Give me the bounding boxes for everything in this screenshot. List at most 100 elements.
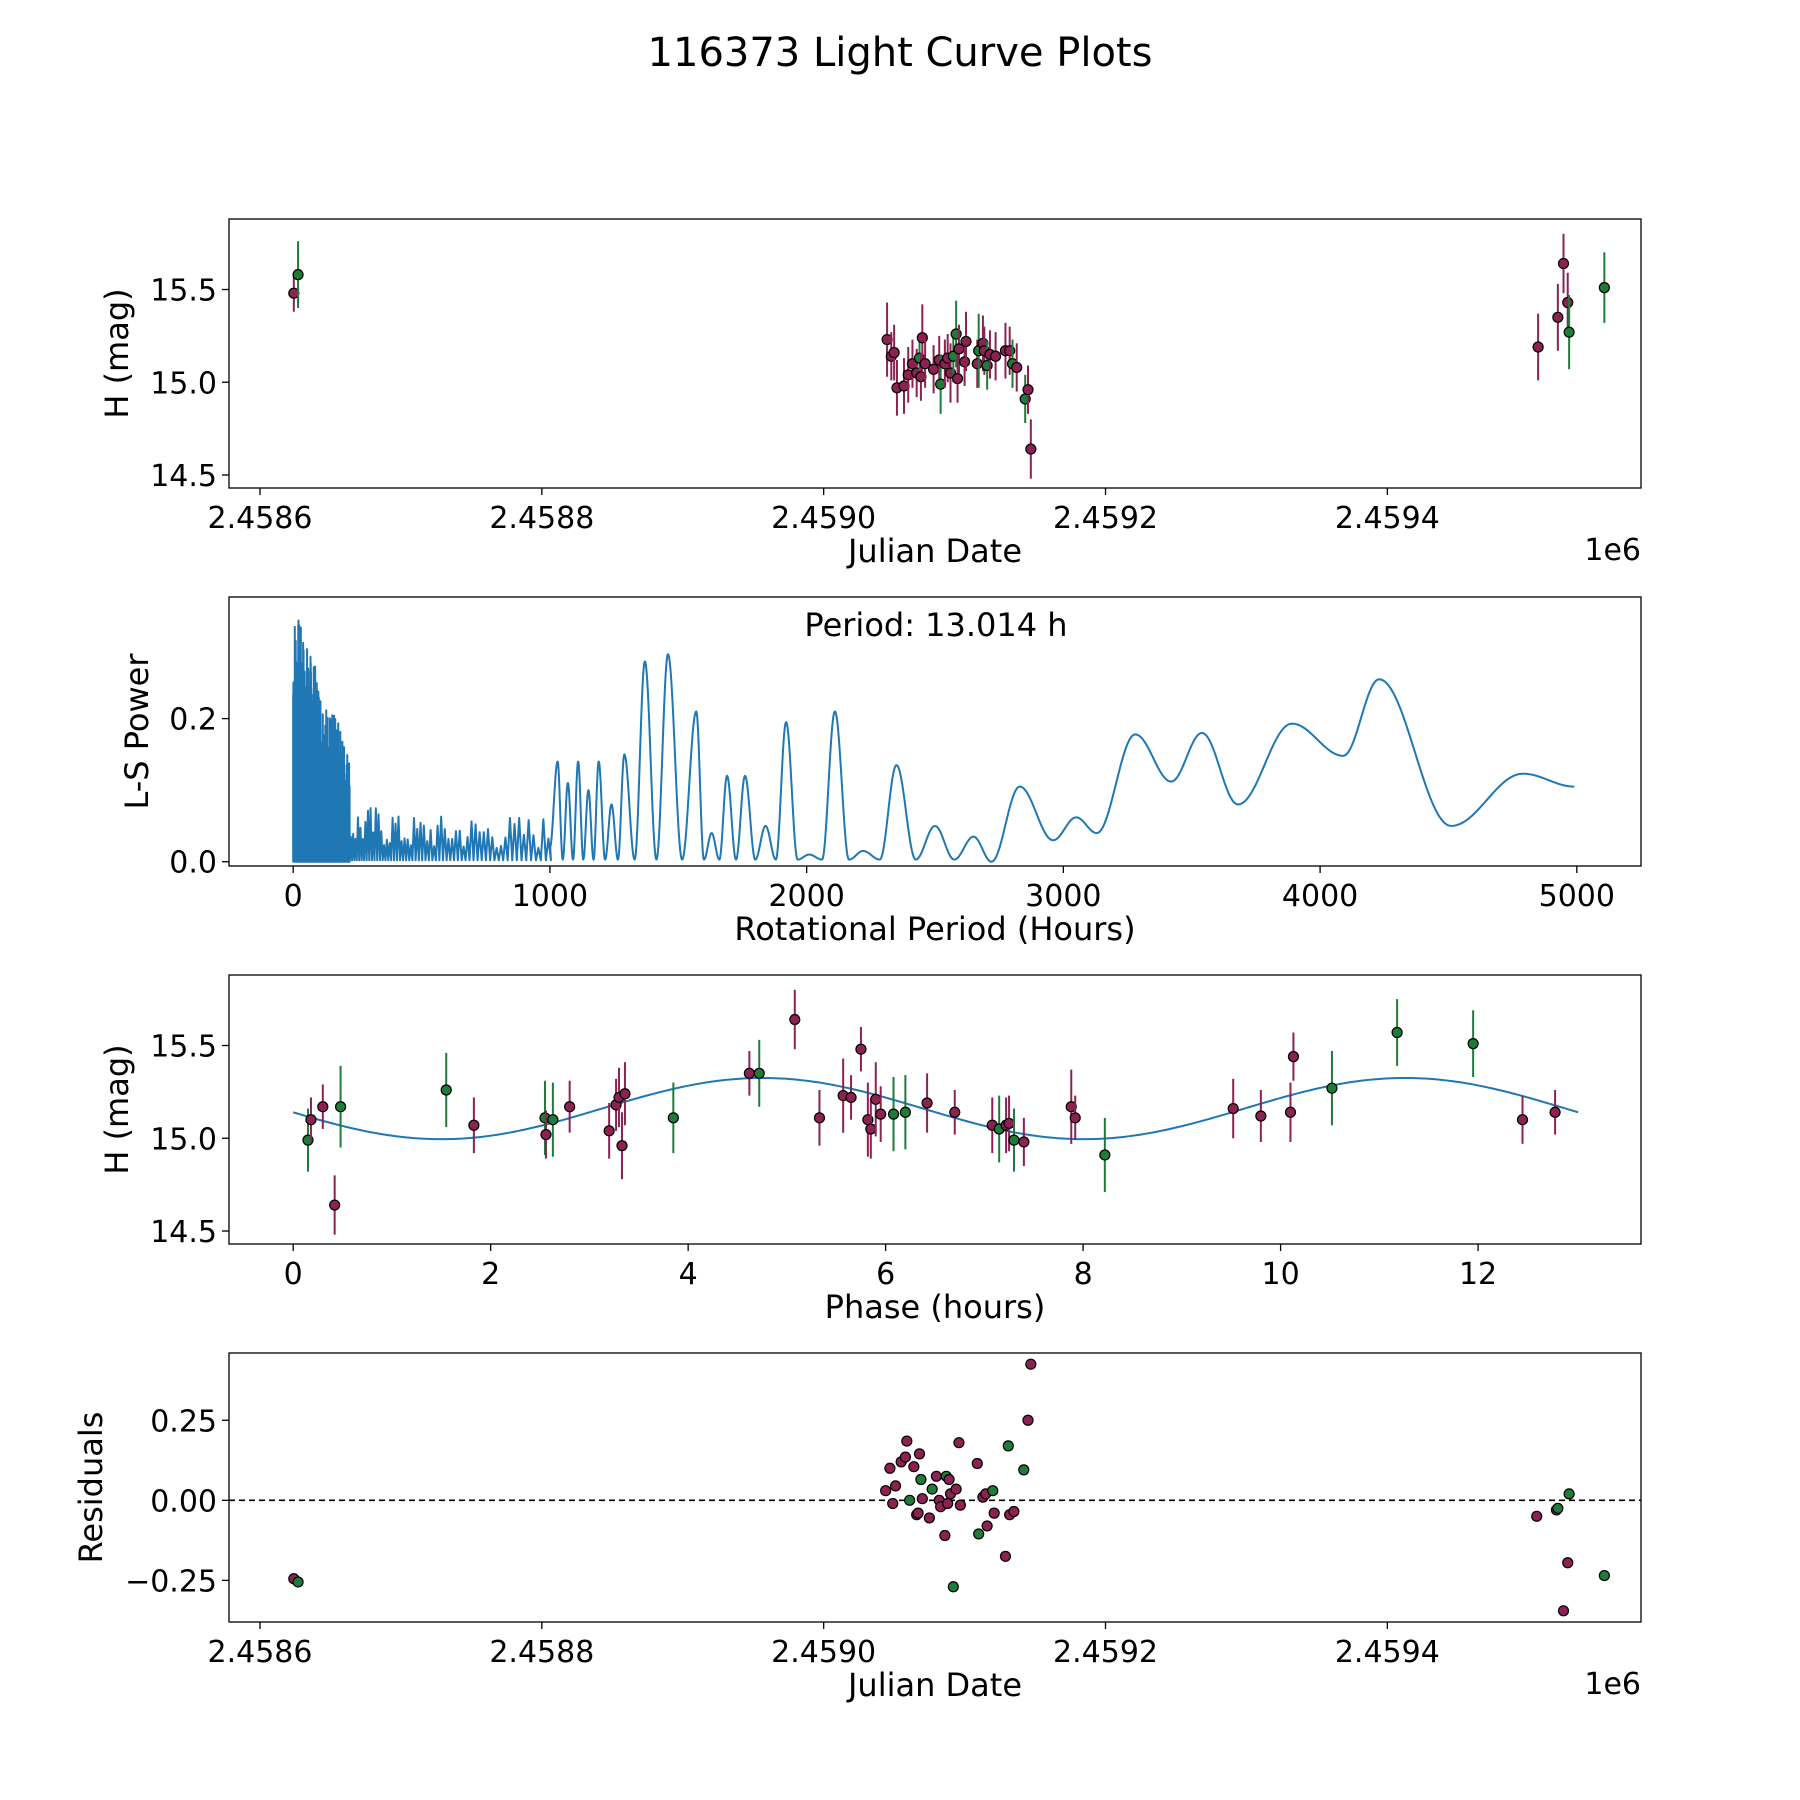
- data-point: [540, 1128, 552, 1141]
- data-point: [1025, 443, 1037, 455]
- data-point: [1598, 1569, 1610, 1582]
- data-point: [1065, 1101, 1077, 1113]
- data-point: [1562, 1557, 1574, 1569]
- data-point: [305, 1114, 317, 1126]
- data-point: [813, 1112, 826, 1124]
- x-offset-label: 1e6: [1584, 1667, 1641, 1702]
- plot-area: [292, 989, 1579, 1235]
- data-point: [870, 1093, 882, 1105]
- x-tick-label: 2.4594: [1335, 1635, 1440, 1670]
- data-point: [865, 1123, 877, 1135]
- y-tick-label: 0.2: [169, 703, 217, 738]
- data-point: [619, 1088, 631, 1100]
- data-point: [989, 350, 1002, 362]
- data-point: [1467, 1038, 1479, 1050]
- y-axis-label: L-S Power: [118, 653, 156, 810]
- x-tick-label: 2: [481, 1257, 500, 1292]
- x-tick-label: 2.4592: [1053, 501, 1158, 536]
- data-point: [949, 1106, 961, 1118]
- data-point: [930, 1470, 943, 1482]
- y-tick-label: 0.25: [150, 1404, 217, 1439]
- x-tick-label: 2.4590: [771, 501, 876, 536]
- data-point: [1391, 1026, 1403, 1039]
- data-point: [953, 1437, 965, 1449]
- y-tick-label: 14.5: [150, 459, 217, 494]
- x-axis-label: Phase (hours): [825, 1288, 1046, 1326]
- data-point: [1018, 1464, 1030, 1476]
- data-point: [939, 1529, 951, 1542]
- y-tick-label: 15.0: [150, 1122, 217, 1157]
- data-point: [981, 1520, 993, 1532]
- data-point: [973, 1528, 985, 1540]
- y-tick-label: 15.0: [150, 366, 217, 401]
- data-point: [1022, 1414, 1034, 1426]
- data-point: [845, 1091, 857, 1104]
- data-point: [1552, 1502, 1564, 1514]
- data-point: [1025, 1358, 1037, 1370]
- plot-area: [288, 233, 1610, 479]
- data-point: [888, 346, 900, 359]
- axes-frame: [228, 218, 1642, 489]
- data-point: [950, 1483, 962, 1495]
- data-point: [743, 1067, 755, 1079]
- data-point: [1563, 1488, 1575, 1500]
- data-point: [908, 1461, 920, 1473]
- data-point: [884, 1462, 896, 1474]
- data-point: [899, 1451, 912, 1463]
- data-point: [753, 1067, 765, 1079]
- data-point: [971, 1457, 983, 1470]
- data-point: [1552, 311, 1564, 323]
- data-point: [329, 1199, 341, 1211]
- data-point: [334, 1101, 347, 1113]
- data-point: [1011, 361, 1023, 374]
- x-tick-label: 3000: [1025, 879, 1101, 914]
- x-tick-label: 2.4588: [489, 1635, 594, 1670]
- data-point: [564, 1101, 576, 1113]
- data-point: [1563, 326, 1575, 338]
- data-point: [987, 1485, 999, 1497]
- axes-frame: [228, 596, 1642, 867]
- data-point: [923, 1512, 935, 1524]
- data-point: [1531, 1510, 1543, 1522]
- phase-panel: 0 2 4 6 8 10 12 14.5 15.0 15.5 Phase (hours) H (mag…: [98, 974, 1642, 1326]
- axes-frame: [228, 1352, 1642, 1623]
- data-point: [913, 1448, 926, 1460]
- data-point: [988, 1507, 1000, 1519]
- x-axis-label: Julian Date: [846, 532, 1022, 570]
- periodogram-panel: 0 1000 2000 3000 4000 5000 0.0 0.2 Rotational Pe…: [118, 596, 1642, 948]
- data-point: [899, 1106, 911, 1118]
- data-point: [1002, 1440, 1014, 1452]
- x-tick-label: 2.4592: [1053, 1635, 1158, 1670]
- data-point: [1022, 384, 1034, 396]
- data-point: [919, 358, 931, 370]
- data-point: [1532, 341, 1544, 353]
- plot-area: [229, 1358, 1641, 1617]
- data-point: [951, 372, 964, 385]
- x-tick-label: 2.4588: [489, 501, 594, 536]
- y-tick-label: −0.25: [125, 1564, 217, 1599]
- data-point: [1516, 1114, 1529, 1126]
- data-point: [1562, 296, 1574, 309]
- x-tick-label: 12: [1459, 1257, 1497, 1292]
- x-tick-label: 2000: [768, 879, 844, 914]
- y-axis-label: H (mag): [98, 1044, 136, 1174]
- x-tick-label: 6: [876, 1257, 895, 1292]
- data-point: [547, 1114, 559, 1126]
- data-point: [916, 1493, 928, 1505]
- x-tick-label: 2.4586: [208, 1635, 313, 1670]
- x-offset-label: 1e6: [1584, 533, 1641, 568]
- x-tick-label: 5000: [1539, 879, 1615, 914]
- data-point: [616, 1140, 628, 1152]
- data-point: [954, 1499, 966, 1511]
- data-point: [1326, 1082, 1338, 1094]
- data-point: [855, 1043, 867, 1055]
- data-point: [947, 1581, 959, 1593]
- data-point: [1557, 1605, 1570, 1617]
- data-point: [1287, 1051, 1300, 1063]
- data-point: [887, 1108, 900, 1120]
- y-tick-label: 15.5: [150, 273, 217, 308]
- x-tick-label: 1000: [512, 879, 588, 914]
- data-point: [889, 1480, 902, 1492]
- data-point: [915, 1473, 927, 1486]
